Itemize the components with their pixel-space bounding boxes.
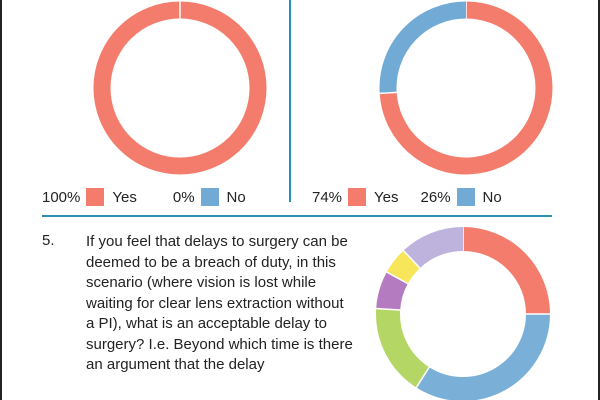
legend-swatch [86,188,105,206]
legend-swatch [200,188,219,206]
left-border [0,0,2,400]
legend-label: Yes [374,188,399,206]
horizontal-divider [42,215,552,217]
donut-3-slice-5 [386,250,421,285]
donut-3-separator [386,271,409,285]
legend-value: 0% [172,188,195,206]
donut-2-slice-1 [379,1,553,175]
legend-value: 100% [42,188,81,206]
donut-3-slice-2 [416,313,550,400]
question-number: 5. [42,232,55,249]
donut-2-slice-2 [379,1,467,94]
donut-3-separator [402,250,421,269]
donut-3-slice-3 [376,308,430,388]
donut-3-separator [415,366,430,388]
legend-label: Yes [112,188,137,206]
legend-chart-1: 100% Yes 0% No [42,188,246,206]
legend-value: 74% [312,188,343,206]
donut-3-separator [376,307,401,311]
donut-3-slice-6 [403,227,464,269]
question-text: If you feel that delays to surgery can b… [86,233,353,373]
donut-3-slice-4 [376,272,409,311]
donut-1-slice-1 [93,1,267,175]
donut-3-slice-1 [462,227,550,315]
legend-label: No [482,188,502,206]
legend-value: 26% [420,188,451,206]
legend-label: No [226,188,246,206]
legend-swatch [348,188,367,206]
legend-chart-2: 74% Yes 26% No [312,188,502,206]
legend-swatch [456,188,475,206]
donut-2-separator [379,91,397,95]
right-border [598,0,600,400]
vertical-divider [289,0,291,202]
